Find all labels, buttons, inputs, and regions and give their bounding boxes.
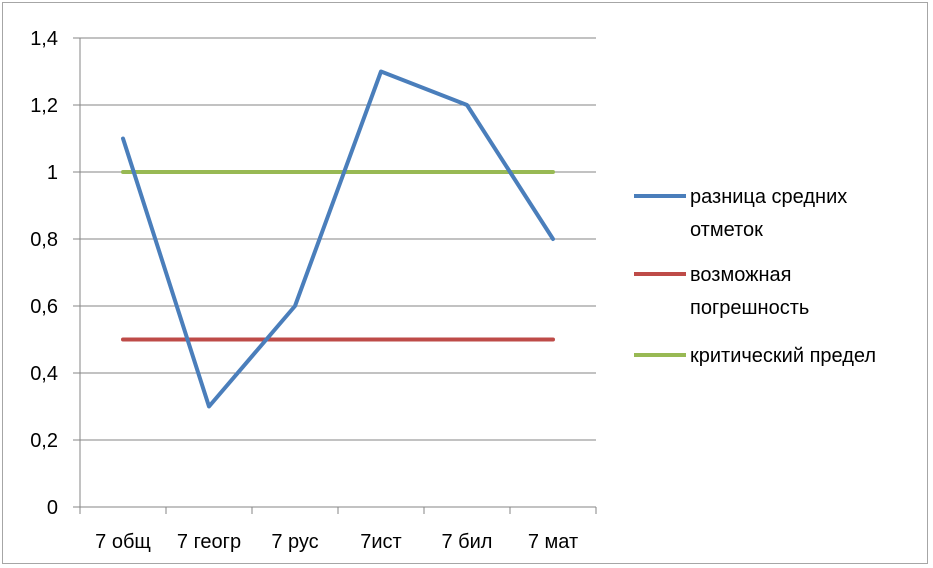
legend-label: отметок xyxy=(690,219,763,241)
y-tick-label: 0,6 xyxy=(30,296,58,318)
x-tick-label: 7 геогр xyxy=(177,531,241,553)
legend: разница средних отметок возможная погрешнос… xyxy=(634,186,876,367)
y-tick-label: 0,2 xyxy=(30,430,58,452)
x-tick-label: 7 рус xyxy=(271,531,318,553)
y-tick-label: 1,4 xyxy=(30,28,58,50)
legend-label: погрешность xyxy=(690,297,809,319)
legend-label: критический предел xyxy=(690,345,876,367)
axes xyxy=(79,38,596,508)
y-tick-label: 0,4 xyxy=(30,363,58,385)
grid-lines xyxy=(80,37,596,441)
legend-label: разница средних xyxy=(690,186,847,208)
y-tick-label: 1 xyxy=(47,162,58,184)
x-tick-label: 7 мат xyxy=(528,531,578,553)
y-axis-ticks: 0 0,2 0,4 0,6 0,8 1 1,2 1,4 xyxy=(30,28,80,519)
series-line-0 xyxy=(121,69,555,409)
y-tick-label: 1,2 xyxy=(30,95,58,117)
x-tick-label: 7 общ xyxy=(95,531,151,553)
x-tick-label: 7ист xyxy=(360,531,401,553)
x-tick-label: 7 бил xyxy=(442,531,493,553)
series-lines xyxy=(121,69,555,409)
legend-label: возможная xyxy=(690,264,792,286)
x-axis-ticks: 7 общ 7 геогр 7 рус 7ист 7 бил 7 мат xyxy=(79,507,597,553)
y-tick-label: 0 xyxy=(47,497,58,519)
y-tick-label: 0,8 xyxy=(30,229,58,251)
